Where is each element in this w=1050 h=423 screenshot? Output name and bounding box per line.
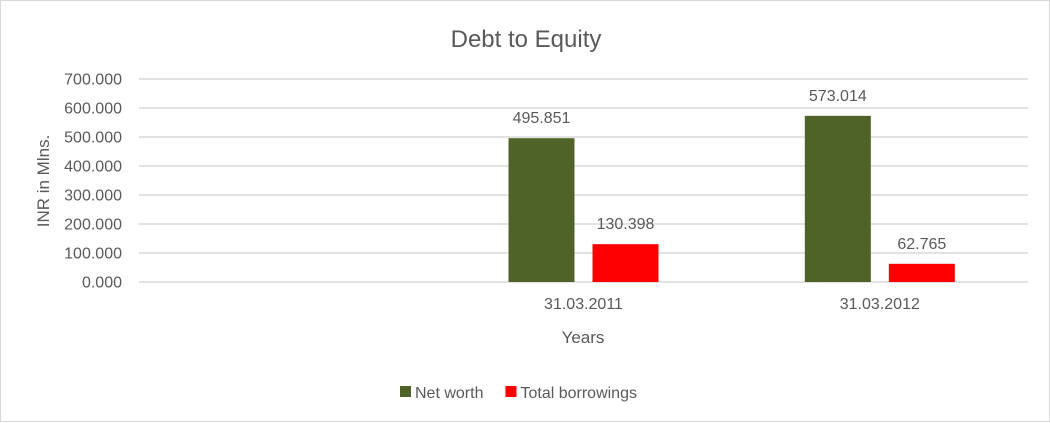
y-tick-label: 400.000 (64, 159, 122, 176)
x-axis-label: Years (562, 328, 605, 347)
legend-label: Net worth (415, 385, 483, 402)
bar (888, 263, 955, 282)
y-tick-label: 200.000 (64, 217, 122, 234)
bar (592, 244, 659, 282)
bar (508, 138, 575, 282)
data-label: 495.851 (513, 110, 571, 127)
data-label: 573.014 (809, 88, 867, 105)
y-axis-label: INR in Mlns. (34, 135, 53, 228)
x-tick-label: 31.03.2012 (840, 296, 920, 313)
chart-title: Debt to Equity (451, 26, 602, 53)
y-tick-label: 500.000 (64, 130, 122, 147)
y-tick-label: 100.000 (64, 246, 122, 263)
x-tick-label: 31.03.2011 (544, 296, 623, 313)
legend-label: Total borrowings (520, 385, 637, 402)
y-tick-label: 300.000 (64, 188, 122, 205)
y-tick-label: 700.000 (64, 72, 122, 89)
legend-swatch (400, 386, 411, 397)
y-tick-label: 0.000 (82, 275, 122, 292)
data-label: 130.398 (597, 216, 655, 233)
data-label: 62.765 (897, 236, 946, 253)
y-tick-label: 600.000 (64, 101, 122, 118)
legend-swatch (505, 386, 517, 397)
bar (804, 115, 871, 282)
